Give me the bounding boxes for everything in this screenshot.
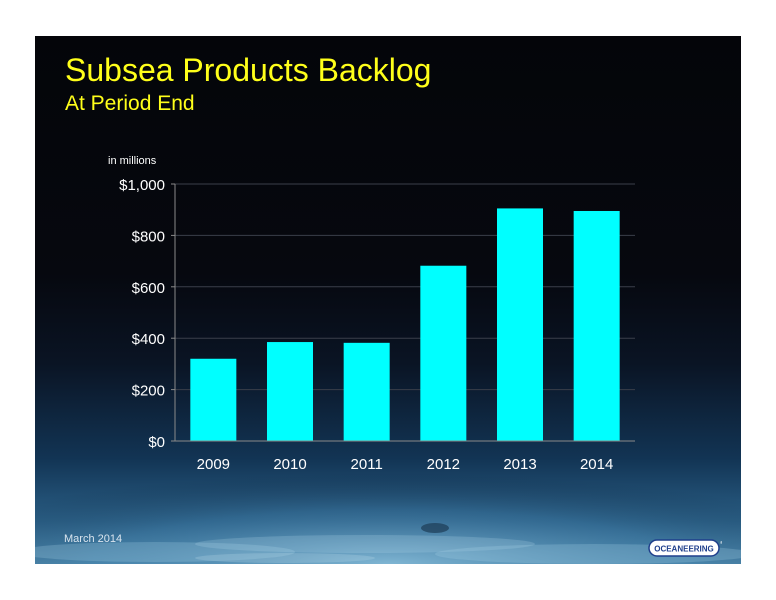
- y-tick-labels: $0 $200 $400 $600 $800 $1,000: [119, 177, 175, 451]
- x-tick-label: 2014: [580, 456, 613, 473]
- x-tick-labels: 2009 2010 2011 2012 2013 2014: [197, 456, 614, 473]
- x-tick-label: 2011: [351, 456, 383, 473]
- x-tick-label: 2010: [273, 456, 306, 473]
- logo-text: OCEANEERING: [654, 545, 714, 554]
- seafloor-background: [35, 434, 741, 564]
- bar-2010: [267, 342, 313, 441]
- y-tick-label: $1,000: [119, 177, 165, 194]
- y-unit-label: in millions: [108, 155, 157, 167]
- bar-2012: [420, 265, 467, 441]
- x-tick-label: 2013: [503, 456, 536, 473]
- slide-subtitle: At Period End: [65, 92, 195, 115]
- bar-2009: [190, 358, 237, 441]
- gridlines: [175, 183, 635, 391]
- x-tick-label: 2012: [427, 456, 460, 473]
- y-tick-label: $200: [132, 383, 165, 400]
- bar-2014: [573, 210, 620, 441]
- bars: [190, 208, 620, 441]
- y-tick-label: $800: [132, 228, 165, 245]
- y-tick-label: $600: [132, 280, 165, 297]
- footer-date: March 2014: [64, 533, 123, 545]
- backlog-bar-chart: $0 $200 $400 $600 $800 $1,000 2009 2010 2011 201…: [108, 155, 635, 473]
- bar-2011: [343, 342, 390, 441]
- y-tick-label: $0: [148, 434, 165, 451]
- bar-2013: [497, 208, 543, 441]
- svg-text:®: ®: [720, 540, 722, 545]
- oceaneering-logo: OCEANEERING ®: [648, 539, 722, 557]
- slide: Subsea Products Backlog At Period End $0…: [35, 36, 741, 564]
- slide-title: Subsea Products Backlog: [65, 52, 432, 88]
- y-tick-label: $400: [132, 331, 165, 348]
- axes: [174, 184, 635, 442]
- x-tick-label: 2009: [197, 456, 230, 473]
